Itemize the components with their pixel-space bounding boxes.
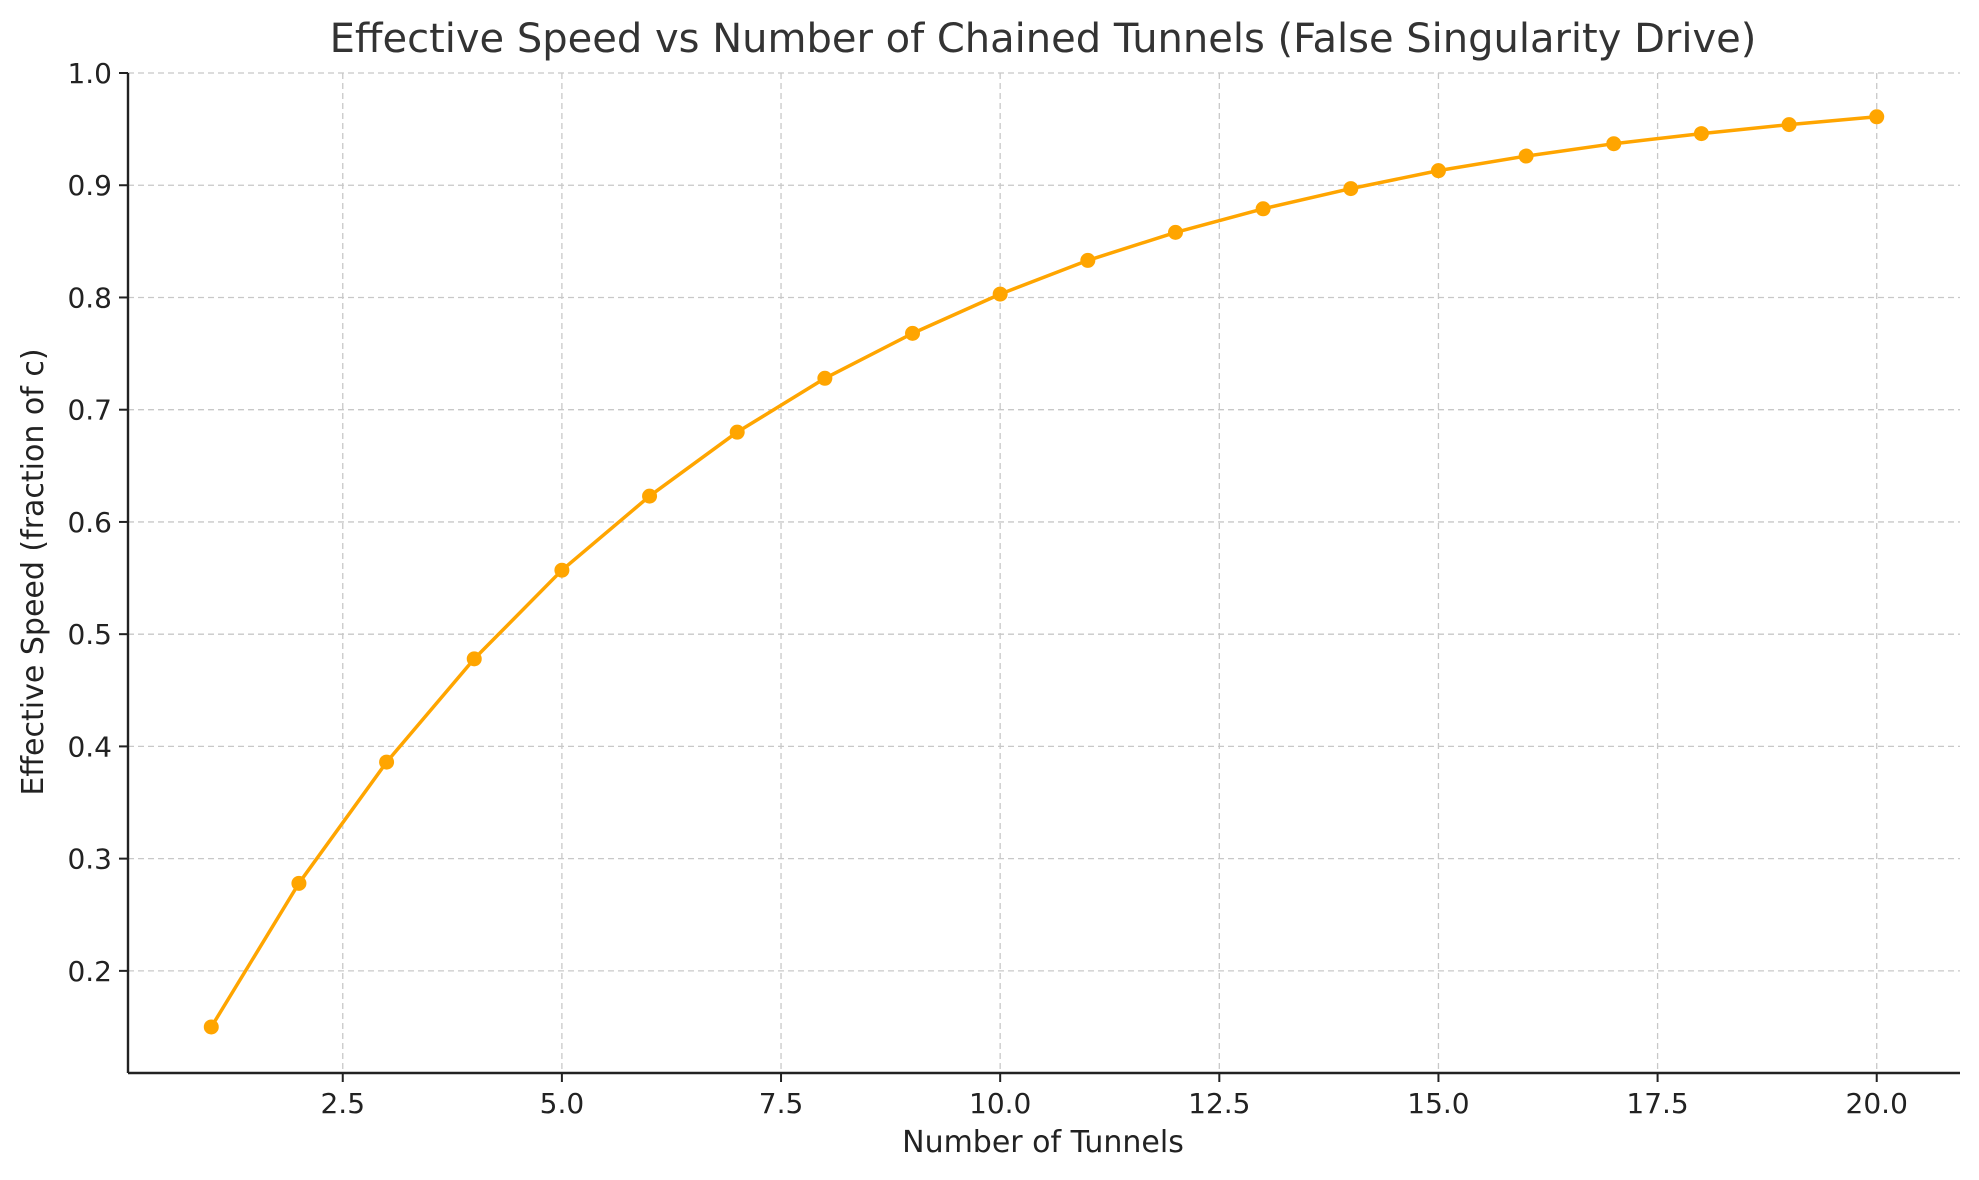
series-effective-speed bbox=[203, 109, 1885, 1035]
data-point bbox=[1781, 117, 1797, 133]
data-point bbox=[905, 325, 921, 341]
data-point bbox=[992, 286, 1008, 302]
y-tick-label: 0.2 bbox=[67, 955, 112, 988]
y-axis-label: Effective Speed (fraction of c) bbox=[16, 348, 51, 795]
y-tick-label: 0.8 bbox=[67, 281, 112, 314]
data-point bbox=[729, 424, 745, 440]
series-line bbox=[209, 115, 1877, 1028]
data-point bbox=[1693, 126, 1709, 142]
chart-title: Effective Speed vs Number of Chained Tun… bbox=[330, 16, 1757, 62]
y-tick-label: 0.4 bbox=[67, 730, 112, 763]
y-axis-ticks: 0.2 0.3 0.4 0.5 0.6 0.7 0.8 0.9 1.0 bbox=[67, 57, 128, 988]
y-tick-label: 0.3 bbox=[67, 843, 112, 876]
x-tick-label: 15.0 bbox=[1407, 1087, 1469, 1120]
x-axis-label: Number of Tunnels bbox=[902, 1125, 1184, 1160]
y-tick-label: 0.9 bbox=[67, 169, 112, 202]
data-point bbox=[1080, 252, 1096, 268]
axes bbox=[126, 73, 1960, 1075]
y-tick-label: 0.5 bbox=[67, 618, 112, 651]
x-tick-label: 17.5 bbox=[1626, 1087, 1688, 1120]
data-point bbox=[1430, 163, 1446, 179]
data-point bbox=[1518, 148, 1534, 164]
data-point bbox=[1869, 109, 1885, 125]
data-point bbox=[466, 651, 482, 667]
data-point bbox=[203, 1019, 219, 1035]
data-point bbox=[379, 754, 395, 770]
grid-lines bbox=[128, 72, 1960, 1073]
data-point bbox=[1606, 136, 1622, 152]
data-point bbox=[291, 875, 307, 891]
x-tick-label: 12.5 bbox=[1188, 1087, 1250, 1120]
y-tick-label: 1.0 bbox=[67, 57, 112, 90]
x-axis-ticks: 2.5 5.0 7.5 10.0 12.5 15.0 17.5 20.0 bbox=[320, 1073, 1908, 1120]
data-point bbox=[1343, 181, 1359, 197]
data-point bbox=[642, 488, 658, 504]
data-point bbox=[1255, 201, 1271, 217]
x-tick-label: 10.0 bbox=[969, 1087, 1031, 1120]
data-point bbox=[817, 370, 833, 386]
x-tick-label: 20.0 bbox=[1846, 1087, 1908, 1120]
x-tick-label: 2.5 bbox=[320, 1087, 365, 1120]
y-tick-label: 0.7 bbox=[67, 394, 112, 427]
data-point bbox=[554, 562, 570, 578]
data-point bbox=[1167, 224, 1183, 240]
x-tick-label: 5.0 bbox=[540, 1087, 585, 1120]
y-tick-label: 0.6 bbox=[67, 506, 112, 539]
x-tick-label: 7.5 bbox=[759, 1087, 804, 1120]
